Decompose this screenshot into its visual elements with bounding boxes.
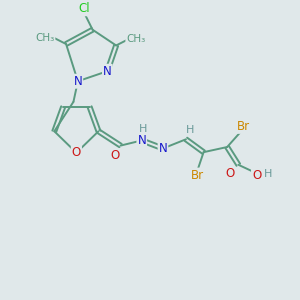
Text: O: O bbox=[111, 149, 120, 162]
Text: H: H bbox=[186, 125, 194, 135]
Text: O: O bbox=[225, 167, 234, 180]
Text: N: N bbox=[74, 75, 82, 88]
Text: O: O bbox=[72, 146, 81, 159]
Text: CH₃: CH₃ bbox=[126, 34, 146, 44]
Text: O: O bbox=[252, 169, 261, 182]
Text: CH₃: CH₃ bbox=[35, 33, 55, 43]
Text: Br: Br bbox=[237, 120, 250, 133]
Text: H: H bbox=[139, 124, 147, 134]
Text: N: N bbox=[103, 65, 112, 78]
Text: Br: Br bbox=[191, 169, 204, 182]
Text: Cl: Cl bbox=[79, 2, 90, 15]
Text: H: H bbox=[264, 169, 272, 179]
Text: N: N bbox=[159, 142, 167, 155]
Text: N: N bbox=[137, 134, 146, 147]
